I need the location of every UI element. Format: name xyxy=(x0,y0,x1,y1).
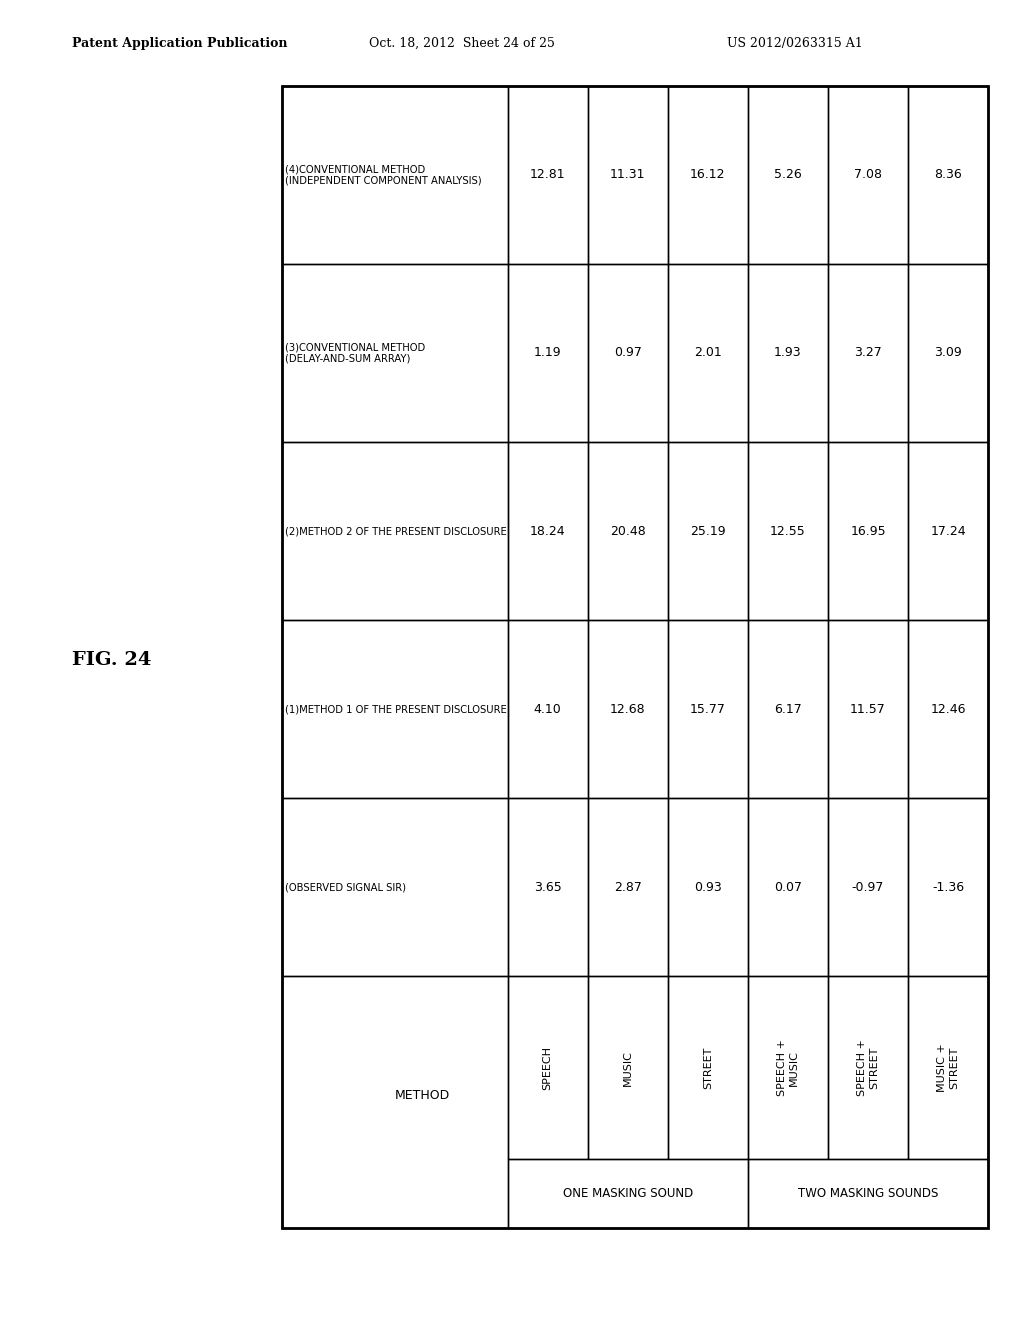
Text: STREET: STREET xyxy=(702,1047,713,1089)
Bar xyxy=(588,620,668,799)
Text: -0.97: -0.97 xyxy=(852,880,885,894)
Text: 18.24: 18.24 xyxy=(530,524,565,537)
Bar xyxy=(508,86,588,264)
Bar xyxy=(508,264,588,442)
Text: (1)METHOD 1 OF THE PRESENT DISCLOSURE: (1)METHOD 1 OF THE PRESENT DISCLOSURE xyxy=(285,705,507,714)
Bar xyxy=(508,977,588,1159)
Text: SPEECH: SPEECH xyxy=(543,1045,553,1090)
Text: (4)CONVENTIONAL METHOD
(INDEPENDENT COMPONENT ANALYSIS): (4)CONVENTIONAL METHOD (INDEPENDENT COMP… xyxy=(285,164,481,186)
Bar xyxy=(828,86,908,264)
Text: 4.10: 4.10 xyxy=(534,702,561,715)
Text: 7.08: 7.08 xyxy=(854,169,882,181)
Bar xyxy=(908,799,988,977)
Text: 3.65: 3.65 xyxy=(534,880,561,894)
Text: 16.95: 16.95 xyxy=(850,524,886,537)
Bar xyxy=(748,264,828,442)
Bar xyxy=(508,620,588,799)
Text: Oct. 18, 2012  Sheet 24 of 25: Oct. 18, 2012 Sheet 24 of 25 xyxy=(369,37,555,50)
Text: 8.36: 8.36 xyxy=(934,169,962,181)
Bar xyxy=(588,977,668,1159)
Text: 0.97: 0.97 xyxy=(613,346,642,359)
Bar xyxy=(588,264,668,442)
Text: (OBSERVED SIGNAL SIR): (OBSERVED SIGNAL SIR) xyxy=(285,882,407,892)
Text: 12.81: 12.81 xyxy=(530,169,565,181)
Text: ONE MASKING SOUND: ONE MASKING SOUND xyxy=(563,1187,693,1200)
Bar xyxy=(748,86,828,264)
Bar xyxy=(282,86,508,264)
Bar xyxy=(282,620,508,799)
Text: SPEECH +
STREET: SPEECH + STREET xyxy=(857,1039,879,1096)
Bar xyxy=(668,977,748,1159)
Bar xyxy=(908,977,988,1159)
Bar xyxy=(828,620,908,799)
Text: 6.17: 6.17 xyxy=(774,702,802,715)
Text: 11.57: 11.57 xyxy=(850,702,886,715)
Bar xyxy=(908,442,988,620)
Text: 1.19: 1.19 xyxy=(534,346,561,359)
Text: METHOD: METHOD xyxy=(394,1089,450,1102)
Text: -1.36: -1.36 xyxy=(932,880,965,894)
Text: 3.27: 3.27 xyxy=(854,346,882,359)
Bar xyxy=(828,264,908,442)
Text: 2.01: 2.01 xyxy=(694,346,722,359)
Bar xyxy=(282,977,508,1228)
Bar xyxy=(668,799,748,977)
Text: (2)METHOD 2 OF THE PRESENT DISCLOSURE: (2)METHOD 2 OF THE PRESENT DISCLOSURE xyxy=(285,527,507,536)
Bar xyxy=(748,442,828,620)
Text: SPEECH +
MUSIC: SPEECH + MUSIC xyxy=(777,1039,799,1096)
Text: 15.77: 15.77 xyxy=(690,702,726,715)
Bar xyxy=(668,264,748,442)
Text: MUSIC +
STREET: MUSIC + STREET xyxy=(937,1043,958,1092)
Bar xyxy=(908,620,988,799)
Bar xyxy=(508,1159,748,1228)
Bar xyxy=(748,799,828,977)
Bar xyxy=(668,86,748,264)
Bar xyxy=(508,442,588,620)
Text: MUSIC: MUSIC xyxy=(623,1049,633,1085)
Bar xyxy=(828,977,908,1159)
Bar xyxy=(748,1159,988,1228)
Text: 17.24: 17.24 xyxy=(931,524,966,537)
Bar xyxy=(282,442,508,620)
Bar xyxy=(588,86,668,264)
Bar xyxy=(748,977,828,1159)
Text: 0.07: 0.07 xyxy=(774,880,802,894)
Bar xyxy=(508,799,588,977)
Text: TWO MASKING SOUNDS: TWO MASKING SOUNDS xyxy=(798,1187,938,1200)
Text: Patent Application Publication: Patent Application Publication xyxy=(72,37,287,50)
Text: 5.26: 5.26 xyxy=(774,169,802,181)
Bar xyxy=(908,264,988,442)
Text: 12.55: 12.55 xyxy=(770,524,806,537)
Text: 12.46: 12.46 xyxy=(931,702,966,715)
Text: 2.87: 2.87 xyxy=(613,880,642,894)
Bar xyxy=(908,86,988,264)
Bar xyxy=(588,799,668,977)
Text: FIG. 24: FIG. 24 xyxy=(72,651,152,669)
Text: (3)CONVENTIONAL METHOD
(DELAY-AND-SUM ARRAY): (3)CONVENTIONAL METHOD (DELAY-AND-SUM AR… xyxy=(285,342,425,364)
Bar xyxy=(828,442,908,620)
Text: 1.93: 1.93 xyxy=(774,346,802,359)
Text: 25.19: 25.19 xyxy=(690,524,726,537)
Text: 16.12: 16.12 xyxy=(690,169,726,181)
Bar xyxy=(588,442,668,620)
Text: 11.31: 11.31 xyxy=(610,169,645,181)
Text: 0.93: 0.93 xyxy=(694,880,722,894)
Text: 20.48: 20.48 xyxy=(610,524,646,537)
Text: 3.09: 3.09 xyxy=(934,346,962,359)
Text: 12.68: 12.68 xyxy=(610,702,645,715)
Bar xyxy=(668,442,748,620)
Bar xyxy=(828,799,908,977)
Text: US 2012/0263315 A1: US 2012/0263315 A1 xyxy=(727,37,863,50)
Bar xyxy=(668,620,748,799)
Bar xyxy=(282,799,508,977)
Bar xyxy=(748,620,828,799)
Bar xyxy=(282,264,508,442)
